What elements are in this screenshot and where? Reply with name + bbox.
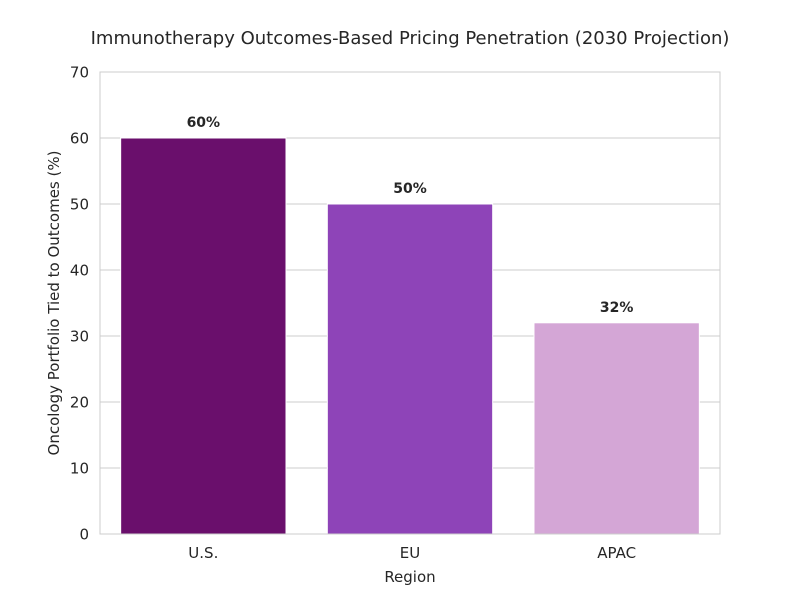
x-tick-label: EU [400, 544, 420, 562]
x-axis-label: Region [384, 568, 435, 586]
bars [120, 137, 700, 535]
bar-eu [326, 203, 494, 535]
y-tick-label: 30 [70, 328, 89, 346]
y-tick-label: 10 [70, 460, 89, 478]
y-tick-label: 60 [70, 130, 89, 148]
bar-us [120, 137, 287, 535]
data-label: 60% [187, 115, 221, 131]
data-label: 50% [393, 181, 427, 197]
y-tick-label: 0 [79, 526, 89, 544]
y-axis-label: Oncology Portfolio Tied to Outcomes (%) [45, 151, 63, 456]
chart-title: Immunotherapy Outcomes-Based Pricing Pen… [91, 28, 730, 49]
bar-apac [533, 322, 700, 535]
x-tick-label: APAC [597, 544, 636, 562]
plot-frame [99, 71, 721, 535]
y-tick-label: 70 [70, 64, 89, 82]
data-labels: 60% 50% 32% [187, 115, 634, 316]
x-tick-label: U.S. [188, 544, 218, 562]
data-label: 32% [600, 300, 634, 316]
x-tick-labels: U.S. EU APAC [188, 544, 636, 562]
y-tick-label: 50 [70, 196, 89, 214]
y-tick-label: 40 [70, 262, 89, 280]
y-tick-labels: 0 10 20 30 40 50 60 70 [70, 64, 89, 544]
y-tick-label: 20 [70, 394, 89, 412]
